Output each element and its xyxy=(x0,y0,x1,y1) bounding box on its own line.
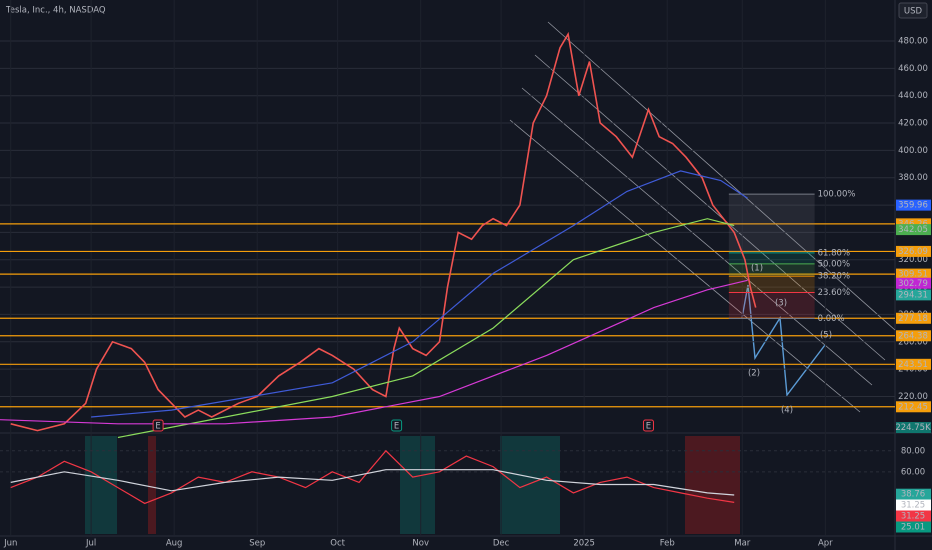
chart-title: Tesla, Inc., 4h, NASDAQ xyxy=(5,6,106,16)
y-tick-label: 220.00 xyxy=(898,392,928,402)
fib-label: 61.80% xyxy=(818,248,850,258)
price-tag-label: 326.09 xyxy=(898,247,928,257)
wave-label: (2) xyxy=(748,369,760,379)
event-marker xyxy=(391,419,403,432)
price-tag xyxy=(896,312,931,324)
series-line xyxy=(117,218,735,439)
fib-label: 50.00% xyxy=(818,259,850,269)
y-tick-label: 400.00 xyxy=(898,146,928,156)
channel-line xyxy=(509,119,861,413)
rsi-band xyxy=(85,436,117,534)
wave-projection xyxy=(741,284,826,397)
rsi-band xyxy=(400,436,435,534)
y-tick-label: 440.00 xyxy=(898,91,928,101)
price-tag xyxy=(896,199,931,211)
price-tag xyxy=(896,277,931,289)
series-line xyxy=(10,31,757,432)
price-tag xyxy=(896,224,931,236)
y-tick-label: 320.00 xyxy=(898,255,928,265)
x-tick-label: Mar xyxy=(734,539,751,549)
event-marker xyxy=(152,419,164,432)
series-line xyxy=(10,449,735,505)
value-tag xyxy=(896,521,931,533)
price-tag-label: 243.51 xyxy=(898,360,928,370)
rsi-band xyxy=(500,436,560,534)
price-tag-label: 309.51 xyxy=(898,270,928,280)
price-tag xyxy=(896,401,931,413)
price-tag xyxy=(896,289,931,301)
price-tag-label: 277.18 xyxy=(898,314,928,324)
price-tag-label: 302.79 xyxy=(898,279,928,289)
value-tag-label: 31.25 xyxy=(901,512,925,522)
volume-tag xyxy=(896,422,931,433)
event-label: E xyxy=(394,422,399,432)
value-tag xyxy=(896,488,931,500)
series-line xyxy=(91,170,748,418)
y-tick-label: 460.00 xyxy=(898,64,928,74)
y-tick-label: 480.00 xyxy=(898,37,928,47)
wave-label: (1) xyxy=(751,264,763,274)
value-tag xyxy=(896,510,931,522)
rsi-band xyxy=(148,436,156,534)
y-tick-label: 60.00 xyxy=(901,467,925,477)
fib-label: 100.00% xyxy=(818,190,856,200)
price-tag xyxy=(896,358,931,370)
y-tick-label: 260.00 xyxy=(898,337,928,347)
y-tick-label: 80.00 xyxy=(901,446,925,456)
price-tag-label: 264.38 xyxy=(898,331,928,341)
volume-tag-label: 224.75K xyxy=(895,423,931,433)
rsi-band xyxy=(685,436,740,534)
fib-zone xyxy=(728,263,815,277)
fib-zone xyxy=(728,276,815,293)
series-line xyxy=(10,469,735,496)
value-tag-label: 31.25 xyxy=(901,501,925,511)
y-tick-label: 380.00 xyxy=(898,173,928,183)
currency-box xyxy=(898,2,928,19)
event-label: E xyxy=(155,422,160,432)
x-tick-label: Sep xyxy=(249,539,265,549)
event-label: E xyxy=(646,422,651,432)
wave-label: (5) xyxy=(820,331,832,341)
fib-zone xyxy=(728,252,815,264)
value-tag-label: 38.76 xyxy=(901,490,925,500)
price-tag-label: 212.45 xyxy=(898,402,928,412)
x-tick-label: Feb xyxy=(660,539,675,549)
x-tick-label: Jun xyxy=(3,539,17,549)
currency: USD xyxy=(904,7,923,17)
fib-label: 0.00% xyxy=(818,314,845,324)
fib-label: 23.60% xyxy=(818,288,850,298)
x-tick-label: Dec xyxy=(493,539,510,549)
value-tag xyxy=(896,499,931,511)
value-tag-label: 25.01 xyxy=(901,523,925,533)
fib-zone xyxy=(728,194,815,253)
rsi-bands xyxy=(85,436,740,534)
channel-line xyxy=(547,21,896,331)
price-tag xyxy=(896,245,931,257)
x-tick-label: Aug xyxy=(166,539,183,549)
x-tick-label: 2025 xyxy=(573,539,595,549)
price-tag xyxy=(896,218,931,230)
channel-line xyxy=(534,54,886,361)
fib-label: 38.20% xyxy=(818,272,850,282)
x-tick-label: Nov xyxy=(412,539,429,549)
price-tag xyxy=(896,268,931,280)
price-tag-label: 294.31 xyxy=(898,290,928,300)
wave-label: (4) xyxy=(781,406,793,416)
fib-zone xyxy=(728,292,815,319)
price-tag-label: 359.96 xyxy=(898,201,928,211)
wave-label: (3) xyxy=(775,299,787,309)
x-tick-label: Jul xyxy=(85,539,96,549)
event-marker xyxy=(642,419,654,432)
price-tag-label: 342.05 xyxy=(898,225,928,235)
x-tick-label: Apr xyxy=(818,539,833,549)
price-tag xyxy=(896,330,931,342)
y-tick-label: 420.00 xyxy=(898,119,928,129)
x-tick-label: Oct xyxy=(330,539,345,549)
